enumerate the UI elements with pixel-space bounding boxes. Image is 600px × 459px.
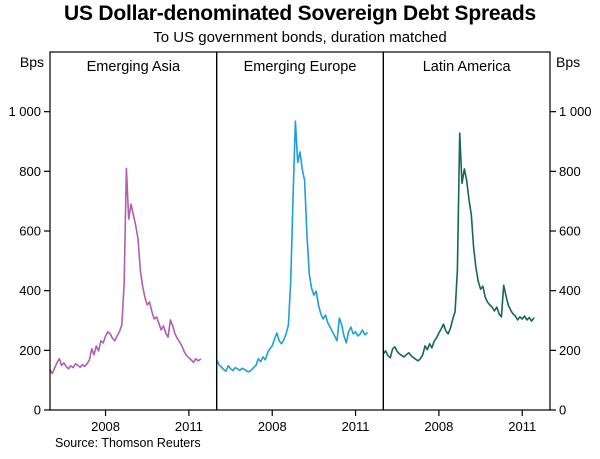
- panel-frame: [49, 51, 218, 411]
- y-tick-label-left: 1 000: [8, 104, 41, 119]
- y-tick-label-left: 0: [34, 403, 41, 418]
- series-line-latin-america: [382, 132, 535, 362]
- source-note: Source: Thomson Reuters: [55, 436, 201, 450]
- y-tick-label-right: 600: [559, 224, 581, 239]
- y-axis-unit-left: Bps: [19, 54, 44, 70]
- y-tick-label-left: 800: [19, 164, 41, 179]
- panel-frame: [216, 51, 384, 411]
- x-tick-label: 2008: [258, 419, 287, 434]
- x-tick-label: 2008: [424, 419, 453, 434]
- x-tick-label: 2011: [342, 419, 370, 434]
- panel-title: Latin America: [423, 59, 512, 75]
- y-tick-label-left: 200: [19, 343, 41, 358]
- x-tick-label: 2011: [508, 419, 536, 434]
- y-tick-label-left: 400: [19, 283, 41, 298]
- panel-title: Emerging Asia: [87, 59, 181, 75]
- x-tick-label: 2008: [91, 419, 120, 434]
- y-tick-label-right: 200: [559, 343, 581, 358]
- y-tick-label-right: 0: [559, 403, 566, 418]
- series-line-emerging-europe: [215, 120, 368, 373]
- panel-title: Emerging Europe: [244, 59, 357, 75]
- x-tick-label: 2011: [175, 419, 203, 434]
- y-tick-label-right: 800: [559, 164, 581, 179]
- series-line-emerging-asia: [49, 167, 202, 375]
- y-axis-unit-right: Bps: [556, 54, 581, 70]
- chart-title: US Dollar-denominated Sovereign Debt Spr…: [64, 2, 536, 25]
- y-tick-label-left: 600: [19, 224, 41, 239]
- y-tick-label-right: 400: [559, 283, 581, 298]
- y-tick-label-right: 1 000: [559, 104, 592, 119]
- panel-frame: [382, 51, 551, 411]
- chart-subtitle: To US government bonds, duration matched: [153, 29, 447, 46]
